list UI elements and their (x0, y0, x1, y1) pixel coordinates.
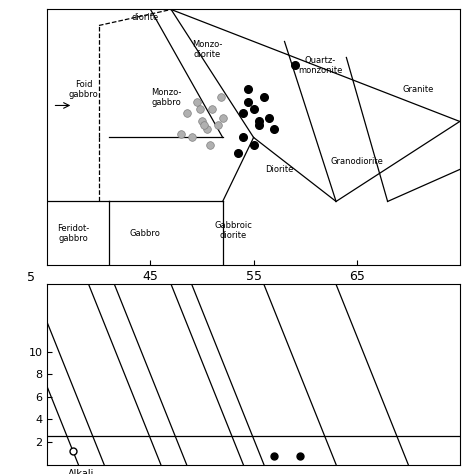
Text: Gabbroic
diorite: Gabbroic diorite (214, 220, 252, 240)
Text: Granodiorite: Granodiorite (330, 157, 383, 166)
Text: Feridot-
gabbro: Feridot- gabbro (57, 224, 89, 243)
Text: diorite: diorite (132, 13, 159, 22)
Text: Foid
gabbro: Foid gabbro (69, 80, 99, 99)
X-axis label: SiO₂: SiO₂ (239, 289, 268, 303)
Text: Granite: Granite (403, 85, 434, 94)
Text: Monzo-
diorite: Monzo- diorite (192, 40, 222, 59)
Text: Diorite: Diorite (265, 165, 293, 174)
Text: Quartz-
monzonite: Quartz- monzonite (299, 56, 343, 75)
Text: Alkali...: Alkali... (68, 469, 103, 474)
Text: Gabbro: Gabbro (130, 229, 161, 238)
Text: 5: 5 (27, 271, 35, 284)
Text: Monzo-
gabbro: Monzo- gabbro (151, 88, 181, 107)
Text: (B): (B) (441, 286, 460, 299)
